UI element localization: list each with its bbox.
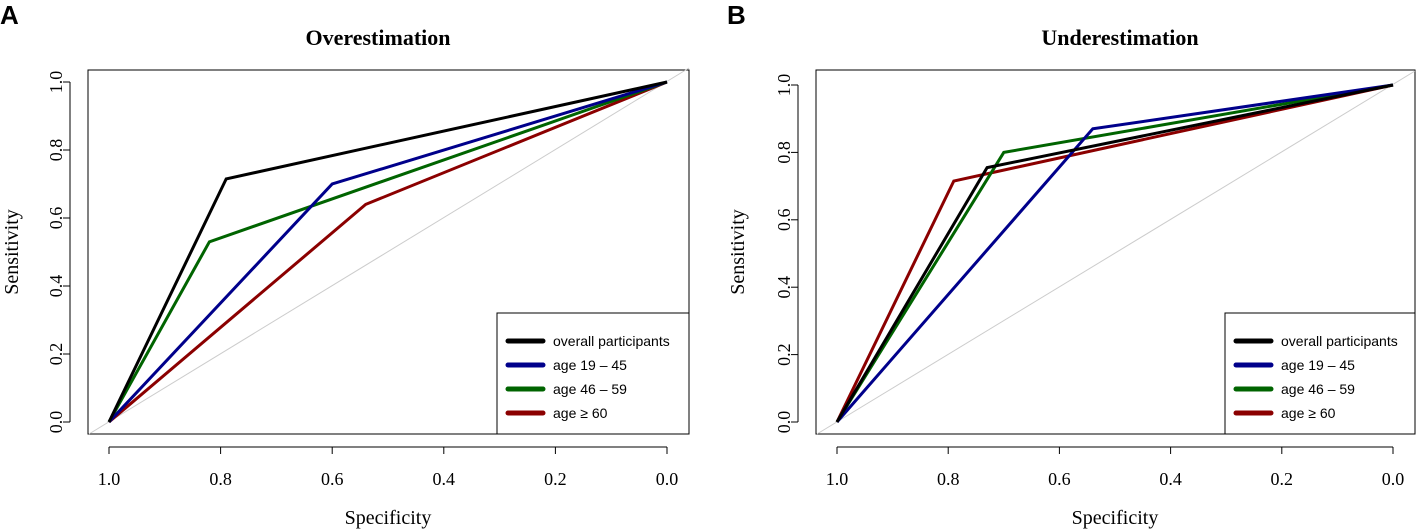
x-tick-label: 0.2 (544, 469, 567, 489)
y-tick-label: 0.2 (774, 343, 794, 366)
x-axis-label: Specificity (345, 507, 432, 529)
y-axis-label: Sensitivity (1, 209, 23, 295)
series-line (835, 83, 1394, 423)
plot-box (87, 69, 690, 435)
series-line (107, 80, 668, 423)
y-tick-label: 1.0 (46, 71, 66, 94)
x-tick-label: 0.0 (656, 469, 679, 489)
legend-entry-label: age 19 – 45 (1281, 357, 1355, 373)
x-tick-label: 1.0 (98, 469, 121, 489)
chart-title: Overestimation (305, 25, 450, 50)
panel-label: A (0, 0, 19, 30)
x-tick-label: 0.8 (209, 469, 232, 489)
reference-diagonal (816, 70, 1416, 435)
series-line (835, 83, 1394, 423)
legend-entry-label: age ≥ 60 (553, 405, 608, 421)
x-tick-label: 0.4 (1159, 469, 1182, 489)
plot-box (815, 69, 1416, 435)
legend: overall participants age 19 – 45 age 46 – … (1224, 312, 1416, 435)
x-tick-label: 1.0 (826, 469, 849, 489)
x-tick-label: 0.6 (321, 469, 344, 489)
panel-overestimation: A Overestimation Specificity Sensitivity… (0, 0, 690, 529)
y-tick-label: 0.0 (46, 411, 66, 434)
x-axis-label: Specificity (1072, 507, 1159, 529)
y-tick-label: 0.2 (46, 343, 66, 366)
series-line (108, 80, 668, 424)
legend-entry-label: overall participants (1281, 333, 1398, 349)
y-tick-label: 1.0 (774, 74, 794, 97)
legend: overall participants age 19 – 45 age 46 – … (496, 312, 690, 435)
y-tick-label: 0.6 (46, 207, 66, 230)
y-tick-label: 0.6 (774, 209, 794, 232)
panel-underestimation: B Underestimation Specificity Sensitivit… (727, 0, 1416, 529)
series-line (835, 83, 1394, 423)
legend-entry-label: age 46 – 59 (553, 381, 627, 397)
chart-title: Underestimation (1041, 25, 1198, 50)
series-line (107, 80, 668, 423)
series-line (835, 83, 1394, 423)
reference-diagonal (88, 67, 690, 435)
x-tick-label: 0.0 (1382, 469, 1405, 489)
legend-entry-label: age 46 – 59 (1281, 381, 1355, 397)
legend-entry-label: age ≥ 60 (1281, 405, 1336, 421)
legend-entry-label: age 19 – 45 (553, 357, 627, 373)
y-tick-label: 0.4 (46, 275, 66, 298)
x-tick-label: 0.4 (433, 469, 456, 489)
legend-entry-label: overall participants (553, 333, 670, 349)
y-tick-label: 0.0 (774, 411, 794, 434)
series-line (107, 80, 668, 424)
y-tick-label: 0.8 (774, 141, 794, 164)
x-tick-label: 0.8 (937, 469, 960, 489)
panel-label: B (727, 0, 746, 30)
x-tick-label: 0.6 (1048, 469, 1071, 489)
y-tick-label: 0.4 (774, 276, 794, 299)
y-axis-label: Sensitivity (727, 209, 749, 295)
x-tick-label: 0.2 (1271, 469, 1294, 489)
y-tick-label: 0.8 (46, 139, 66, 162)
